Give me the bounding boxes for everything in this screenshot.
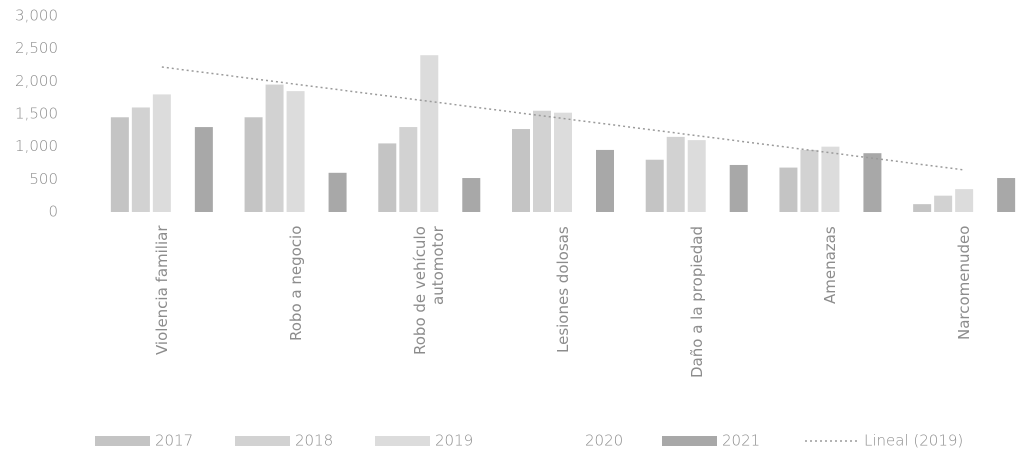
- y-tick-label: 0: [48, 203, 58, 221]
- legend-swatch: [375, 436, 430, 446]
- bar: [779, 167, 798, 212]
- bar: [687, 140, 706, 212]
- bar: [554, 112, 572, 212]
- x-tick-label: Lesiones dolosas: [554, 226, 572, 353]
- y-tick-label: 500: [29, 170, 58, 188]
- bar: [420, 55, 439, 213]
- legend-label: 2018: [295, 432, 333, 450]
- x-tick-label: Robo a negocio: [286, 226, 305, 342]
- bar: [152, 94, 171, 212]
- bar: [378, 143, 397, 212]
- legend-swatch: [95, 436, 150, 446]
- x-tick-label: Violencia familiar: [152, 226, 171, 356]
- x-tick-label: Narcomenudeo: [955, 226, 974, 341]
- bar: [955, 189, 974, 212]
- bar: [596, 149, 614, 212]
- legend-label: 2019: [435, 432, 473, 450]
- bar: [821, 146, 840, 212]
- bar: [934, 195, 953, 212]
- y-tick-label: 2,000: [15, 72, 58, 90]
- bar: [512, 129, 530, 212]
- y-tick-label: 2,500: [15, 39, 58, 57]
- y-tick-label: 1,000: [15, 137, 58, 155]
- y-tick-label: 3,000: [15, 7, 58, 25]
- x-tick-label: Daño a la propiedad: [687, 226, 706, 378]
- bar: [399, 127, 418, 212]
- bar: [131, 107, 150, 212]
- bar: [286, 91, 305, 212]
- bar: [666, 136, 685, 212]
- legend-label: 2020: [585, 432, 623, 450]
- bar: [729, 164, 748, 212]
- bar: [533, 110, 551, 212]
- bar: [328, 172, 347, 212]
- bar: [244, 117, 263, 212]
- bar: [194, 127, 213, 212]
- legend-swatch: [525, 436, 580, 446]
- x-tick-label: Robo de vehículo automotor: [411, 226, 448, 355]
- bar: [645, 159, 664, 212]
- y-tick-label: 1,500: [15, 105, 58, 123]
- bar: [997, 178, 1016, 212]
- bar: [265, 84, 284, 212]
- legend-label: 2017: [155, 432, 193, 450]
- legend-label: 2021: [722, 432, 760, 450]
- bar: [863, 153, 882, 212]
- bar: [110, 117, 129, 212]
- bar: [800, 149, 819, 212]
- bar: [913, 204, 932, 212]
- legend-swatch: [235, 436, 290, 446]
- x-tick-label: Amenazas: [821, 226, 840, 304]
- legend-swatch: [662, 436, 717, 446]
- bar: [462, 178, 481, 212]
- legend-label: Lineal (2019): [864, 432, 963, 450]
